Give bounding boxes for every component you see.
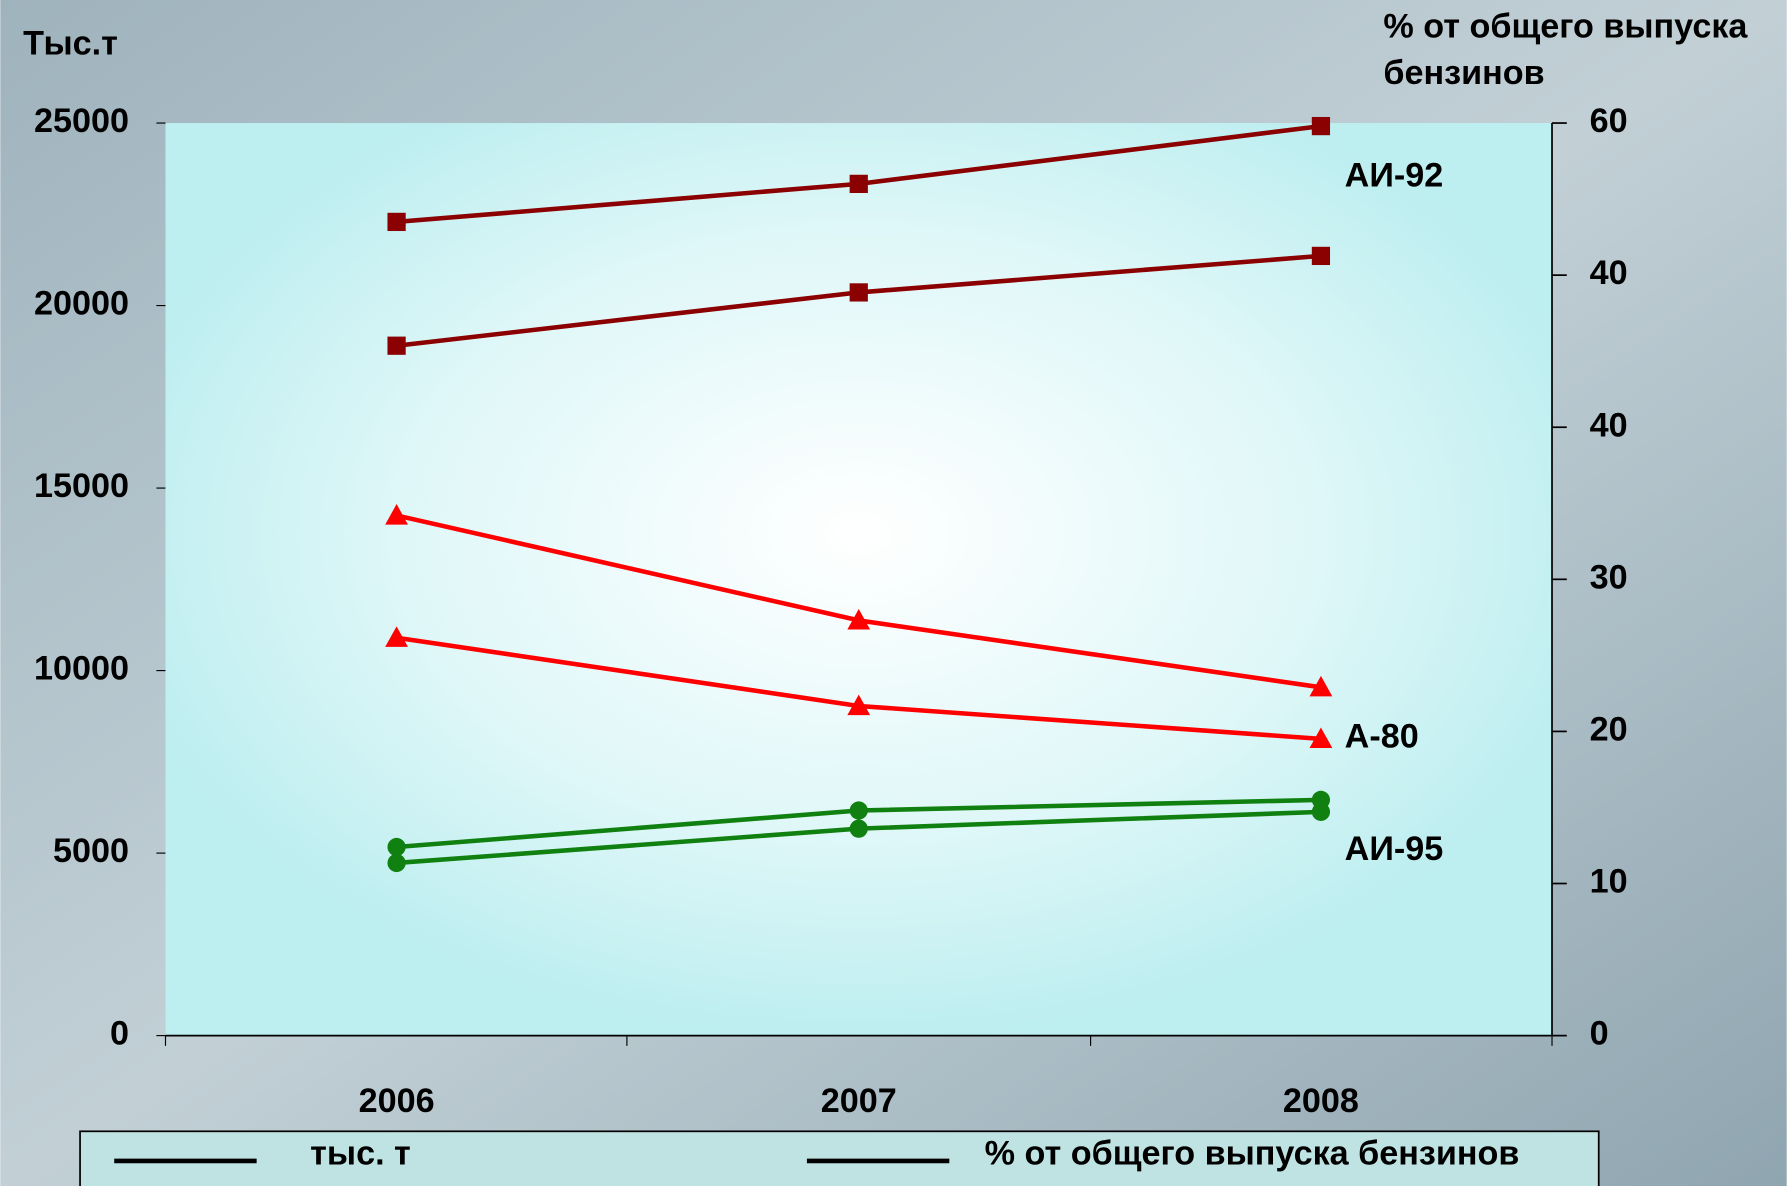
y-tick-label: 10000 [34,650,129,688]
y-tick-label: 25000 [34,102,129,140]
y2-axis-title: % от общего выпуска [1383,8,1748,46]
y2-tick-label: 10 [1590,863,1628,901]
y2-tick-label: 20 [1590,710,1628,748]
x-tick-label: 2006 [359,1082,435,1120]
marker [849,174,868,193]
marker [385,504,408,525]
marker [849,283,868,302]
legend [79,1130,1600,1186]
marker [847,694,871,716]
y-tick-label: 15000 [34,467,129,505]
marker [387,336,406,355]
plot-area [165,123,1553,1036]
y2-tick-label: 0 [1590,1015,1609,1053]
y-tick-label: 5000 [53,832,129,870]
y2-tick-label: 30 [1590,558,1628,596]
marker [1311,802,1331,821]
x-tick-label: 2008 [1283,1082,1359,1120]
series-label: АИ-95 [1345,830,1444,868]
marker [385,626,408,647]
marker [1309,675,1333,697]
legend-label: % от общего выпуска бензинов [985,1134,1520,1172]
y2-tick-label: 40 [1590,254,1628,292]
series-label: А-80 [1345,718,1419,756]
series-label: АИ-92 [1345,156,1444,194]
y2-tick-label: 40 [1590,406,1628,444]
y2-axis-title: бензинов [1383,54,1544,92]
x-tick-label: 2007 [821,1082,897,1120]
marker [847,609,871,630]
marker [387,837,406,857]
marker [1311,116,1331,136]
y2-tick-label: 60 [1590,102,1628,140]
y-tick-label: 0 [110,1015,129,1053]
marker [1309,727,1333,748]
marker [849,819,868,838]
marker [849,801,868,820]
marker [387,212,406,232]
legend-label: тыс. т [310,1134,411,1172]
y-tick-label: 20000 [34,285,129,323]
marker [387,853,406,873]
marker [1311,246,1331,266]
y-axis-title: Тыс.т [23,25,118,63]
